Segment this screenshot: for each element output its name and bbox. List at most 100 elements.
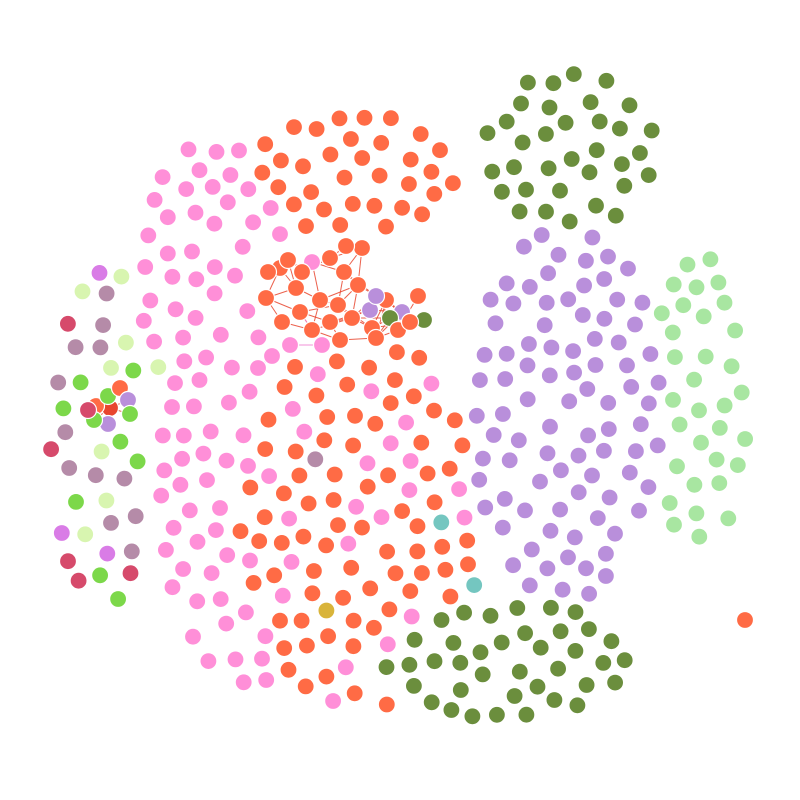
light-green-cluster-node — [663, 323, 682, 342]
orange-red-cluster-node — [303, 584, 322, 603]
light-green-cluster-node — [670, 415, 689, 434]
orange-red-cluster-node — [401, 150, 420, 169]
olive-green-cluster-node — [473, 665, 492, 684]
orange-red-cluster-node — [443, 174, 462, 193]
outlier-node — [735, 610, 755, 630]
lavender-cluster-node — [520, 576, 539, 595]
olive-green-cluster-node — [400, 655, 419, 674]
lavender-cluster-node — [518, 356, 537, 375]
olive-green-cluster-node — [602, 632, 621, 651]
orange-red-cluster-node — [285, 357, 305, 376]
dense-subgraph-node — [352, 238, 372, 258]
lavender-cluster-node — [599, 420, 618, 439]
minor-node-node — [56, 423, 75, 442]
pink-cluster-node — [205, 284, 224, 303]
pink-cluster-node — [211, 325, 230, 344]
pink-cluster-node — [218, 545, 237, 565]
olive-green-cluster-node — [516, 180, 536, 199]
lavender-cluster-node — [574, 276, 594, 295]
orange-red-cluster-node — [302, 183, 321, 202]
olive-green-cluster-node — [550, 181, 570, 200]
lavender-cluster-node — [518, 390, 537, 409]
dense-subgraph-node — [348, 275, 368, 295]
orange-red-cluster-node — [250, 531, 269, 551]
lavender-cluster-node — [578, 379, 597, 399]
orange-red-cluster-node — [410, 348, 429, 367]
lavender-cluster-node — [509, 431, 528, 450]
orange-red-cluster-node — [299, 494, 318, 513]
olive-green-cluster-node — [566, 641, 585, 661]
pink-cluster-node — [401, 451, 420, 471]
minor-node-node — [58, 314, 78, 333]
orange-red-cluster-node — [324, 490, 343, 510]
minor-node-node — [465, 575, 484, 595]
orange-red-cluster-node — [412, 563, 431, 583]
lavender-cluster-node — [569, 483, 588, 502]
light-green-cluster-node — [667, 457, 687, 476]
orange-red-cluster-node — [433, 537, 452, 556]
lavender-cluster-node — [497, 344, 516, 363]
orange-red-cluster-node — [393, 502, 412, 521]
pink-cluster-node — [455, 508, 474, 527]
orange-red-cluster-node — [318, 407, 337, 427]
lavender-cluster-node — [495, 489, 514, 508]
orange-red-cluster-node — [259, 410, 278, 429]
light-green-cluster-node — [689, 401, 709, 420]
pink-cluster-node — [249, 328, 268, 347]
dense-subgraph-node — [312, 335, 332, 355]
olive-green-cluster-node — [639, 166, 658, 185]
olive-green-cluster-node — [432, 610, 451, 630]
minor-node-node — [111, 432, 130, 451]
pink-cluster-node — [194, 444, 213, 463]
orange-red-cluster-node — [440, 459, 459, 478]
lavender-cluster-node — [641, 344, 660, 364]
lavender-cluster-node — [596, 566, 616, 586]
minor-node-node — [52, 523, 71, 543]
pink-cluster-node — [358, 454, 377, 473]
minor-node-node — [41, 440, 61, 459]
olive-green-cluster-node — [556, 113, 575, 132]
pink-cluster-node — [164, 518, 183, 537]
olive-green-cluster-node — [560, 212, 579, 231]
orange-red-cluster-node — [231, 522, 250, 541]
orange-red-cluster-node — [379, 466, 398, 485]
pink-cluster-node — [211, 589, 230, 609]
minor-node-node — [432, 513, 451, 532]
pink-cluster-node — [162, 397, 182, 417]
orange-red-cluster-node — [317, 536, 336, 555]
minor-node-node — [66, 338, 85, 357]
orange-red-cluster-node — [378, 542, 397, 561]
orange-red-cluster-node — [458, 531, 477, 550]
pink-cluster-node — [422, 374, 441, 393]
orange-red-cluster-node — [441, 587, 460, 606]
pink-cluster-node — [308, 365, 327, 384]
orange-red-cluster-node — [377, 695, 396, 714]
pink-cluster-node — [134, 311, 153, 330]
light-green-cluster-node — [687, 278, 706, 297]
orange-red-cluster-node — [253, 163, 272, 182]
lavender-cluster-node — [600, 488, 619, 507]
pink-cluster-node — [145, 190, 164, 209]
minor-node-node — [71, 373, 90, 392]
dense-subgraph-node — [334, 262, 354, 282]
olive-green-cluster-node — [536, 124, 556, 144]
orange-red-cluster-node — [399, 174, 418, 194]
olive-green-cluster-node — [642, 121, 661, 140]
orange-red-cluster-node — [270, 611, 290, 630]
lavender-cluster-node — [537, 293, 556, 312]
lavender-cluster-node — [605, 524, 625, 543]
orange-red-cluster-node — [307, 119, 326, 139]
pink-cluster-node — [207, 142, 226, 161]
pink-cluster-node — [174, 426, 193, 445]
orange-red-cluster-node — [293, 157, 313, 176]
dense-subgraph-node — [272, 312, 292, 332]
minor-node-node — [101, 513, 121, 533]
pink-cluster-node — [205, 258, 224, 277]
dense-subgraph-node — [400, 312, 420, 332]
dense-subgraph-node — [366, 328, 386, 348]
pink-cluster-node — [188, 592, 207, 611]
lavender-cluster-node — [553, 580, 572, 599]
lavender-cluster-node — [565, 528, 584, 547]
orange-red-cluster-node — [335, 168, 354, 187]
pink-cluster-node — [210, 498, 230, 518]
